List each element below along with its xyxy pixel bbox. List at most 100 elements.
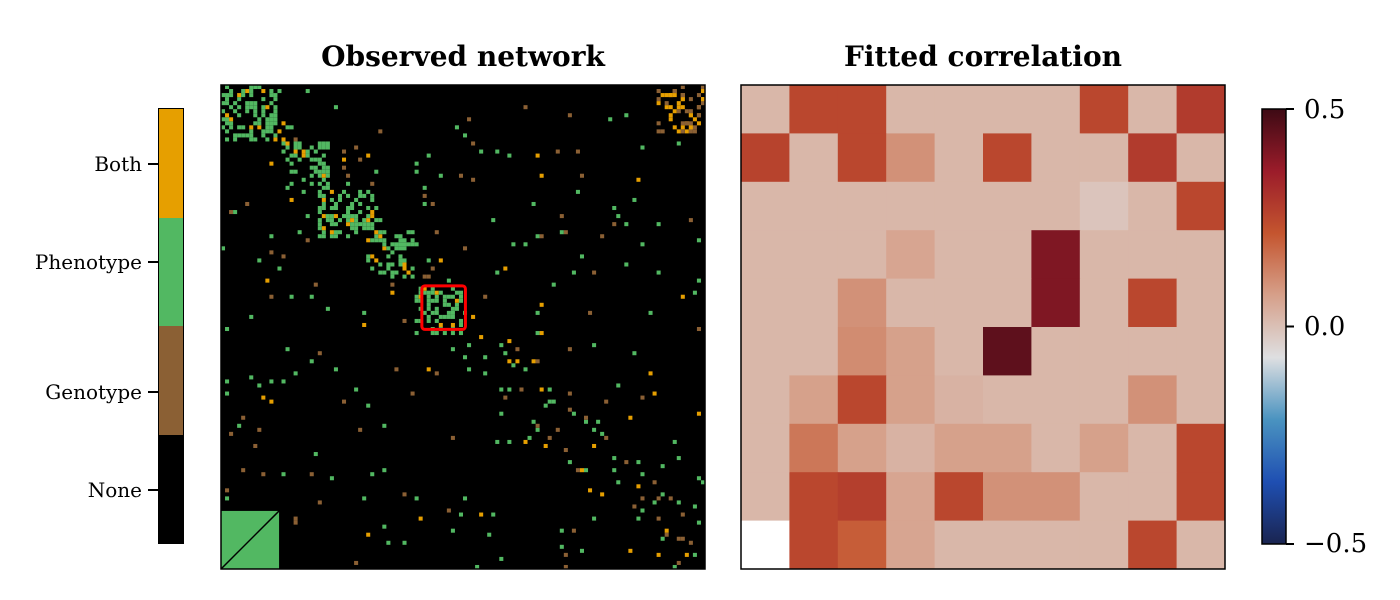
network-edge <box>358 201 363 206</box>
network-edge <box>600 431 605 436</box>
network-edge <box>410 266 415 271</box>
network-edge <box>547 387 552 392</box>
correlation-cell <box>1079 375 1129 425</box>
correlation-cell <box>934 375 984 425</box>
network-edge <box>370 254 375 259</box>
network-edge <box>535 331 540 336</box>
network-edge <box>333 214 338 219</box>
network-edge <box>362 222 367 227</box>
network-edge <box>414 331 419 336</box>
network-edge <box>317 193 322 198</box>
network-edge <box>265 137 270 142</box>
network-edge <box>225 117 230 122</box>
correlation-cell <box>789 423 839 473</box>
correlation-cell <box>934 278 984 328</box>
network-edge <box>394 242 399 247</box>
network-edge <box>406 230 411 235</box>
network-edge <box>225 121 230 126</box>
network-edge <box>382 468 387 473</box>
network-edge <box>237 423 242 428</box>
network-edge <box>253 121 258 126</box>
network-edge <box>281 254 286 259</box>
network-edge <box>696 476 701 481</box>
network-edge <box>273 109 278 114</box>
network-edge <box>253 113 258 118</box>
network-edge <box>422 185 427 190</box>
network-edge <box>366 153 371 158</box>
network-edge <box>579 548 584 553</box>
correlation-cell <box>886 278 936 328</box>
network-edge <box>495 439 500 444</box>
network-edge <box>350 201 355 206</box>
network-edge <box>535 427 540 432</box>
network-edge <box>434 230 439 235</box>
network-edge <box>612 456 617 461</box>
correlation-cell <box>789 327 839 376</box>
network-edge <box>660 129 665 134</box>
network-edge <box>487 532 492 537</box>
network-edge <box>426 302 431 307</box>
network-edge <box>612 222 617 227</box>
network-edge <box>676 536 681 541</box>
network-edge <box>237 133 242 138</box>
network-edge <box>325 173 330 178</box>
network-edge <box>354 145 359 150</box>
network-edge <box>293 149 298 154</box>
network-edge <box>434 294 439 299</box>
network-edge <box>402 258 407 263</box>
network-edge <box>269 294 274 299</box>
network-edge <box>624 460 629 465</box>
network-edge <box>604 435 609 440</box>
network-edge <box>430 286 435 291</box>
network-edge <box>547 399 552 404</box>
network-edge <box>426 153 431 158</box>
network-edge <box>386 262 391 267</box>
network-edge <box>269 129 274 134</box>
network-edge <box>358 427 363 432</box>
network-edge <box>333 222 338 227</box>
network-edge <box>394 246 399 251</box>
network-edge <box>329 197 334 202</box>
correlation-cell <box>741 520 790 570</box>
correlation-cell <box>837 423 887 473</box>
network-edge <box>539 302 544 307</box>
network-edge <box>317 351 322 356</box>
network-edge <box>362 193 367 198</box>
network-edge <box>692 125 697 130</box>
network-edge <box>551 399 556 404</box>
network-edge <box>269 121 274 126</box>
network-edge <box>309 145 314 150</box>
network-edge <box>325 141 330 146</box>
network-edge <box>463 133 468 138</box>
network-edge <box>253 105 258 110</box>
network-edge <box>688 129 693 134</box>
network-edge <box>692 504 697 509</box>
network-edge <box>293 137 298 142</box>
network-edge <box>422 290 427 295</box>
correlation-cell <box>1176 278 1226 328</box>
network-edge <box>539 234 544 239</box>
correlation-cell <box>1079 85 1129 134</box>
network-edge <box>676 129 681 134</box>
network-edge <box>337 197 342 202</box>
network-edge <box>515 359 520 364</box>
correlation-cell <box>934 520 984 570</box>
network-edge <box>362 218 367 223</box>
network-edge <box>688 109 693 114</box>
correlation-cell <box>1031 423 1081 473</box>
network-edge <box>672 89 677 94</box>
network-edge <box>386 540 391 545</box>
network-edge <box>293 141 298 146</box>
network-edge <box>273 121 278 126</box>
network-edge <box>426 294 431 299</box>
network-edge <box>696 105 701 110</box>
network-edge <box>684 121 689 126</box>
network-edge <box>692 552 697 557</box>
network-edge <box>640 395 645 400</box>
network-edge <box>592 443 597 448</box>
network-edge <box>366 258 371 263</box>
network-edge <box>527 435 532 440</box>
network-edge <box>317 189 322 194</box>
network-edge <box>680 512 685 517</box>
network-edge <box>321 206 326 211</box>
